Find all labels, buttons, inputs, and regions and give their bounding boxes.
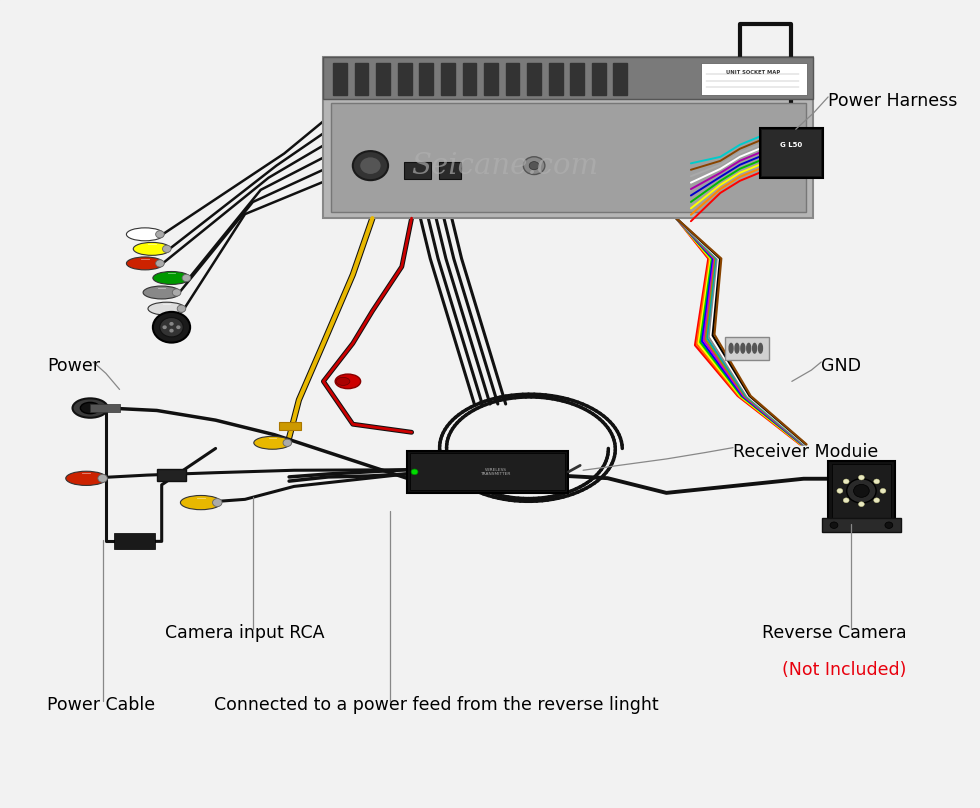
Bar bbox=[114, 533, 155, 549]
Ellipse shape bbox=[177, 305, 186, 313]
Ellipse shape bbox=[874, 479, 880, 484]
Bar bbox=[90, 404, 120, 412]
Ellipse shape bbox=[163, 326, 166, 328]
Ellipse shape bbox=[335, 374, 361, 389]
Bar bbox=[832, 464, 891, 518]
Ellipse shape bbox=[176, 326, 180, 328]
Bar bbox=[376, 63, 390, 95]
Ellipse shape bbox=[148, 302, 185, 315]
Bar bbox=[506, 63, 519, 95]
Bar bbox=[828, 461, 895, 521]
Ellipse shape bbox=[73, 398, 108, 418]
Bar bbox=[355, 63, 368, 95]
Ellipse shape bbox=[160, 318, 183, 337]
Bar bbox=[323, 57, 813, 218]
Bar bbox=[592, 63, 606, 95]
Bar bbox=[419, 63, 433, 95]
Ellipse shape bbox=[753, 343, 757, 353]
Ellipse shape bbox=[66, 471, 107, 486]
Text: G L50: G L50 bbox=[780, 142, 803, 148]
Ellipse shape bbox=[360, 157, 381, 175]
Ellipse shape bbox=[735, 343, 739, 353]
Ellipse shape bbox=[156, 231, 165, 238]
Ellipse shape bbox=[729, 343, 733, 353]
Bar bbox=[701, 63, 807, 95]
Ellipse shape bbox=[213, 499, 222, 507]
Bar bbox=[725, 337, 769, 360]
Ellipse shape bbox=[156, 260, 165, 267]
Ellipse shape bbox=[180, 495, 221, 510]
Ellipse shape bbox=[529, 162, 539, 170]
Bar bbox=[484, 63, 498, 95]
Bar bbox=[404, 162, 431, 179]
Bar bbox=[760, 128, 823, 178]
Ellipse shape bbox=[133, 242, 171, 255]
Text: Power Cable: Power Cable bbox=[47, 696, 155, 714]
Ellipse shape bbox=[880, 488, 886, 493]
Ellipse shape bbox=[254, 436, 291, 449]
Ellipse shape bbox=[283, 439, 292, 446]
Ellipse shape bbox=[854, 484, 869, 497]
Bar bbox=[407, 451, 568, 493]
Text: GND: GND bbox=[821, 357, 861, 375]
Bar bbox=[613, 63, 627, 95]
Text: WIRELESS
TRANSMITTER: WIRELESS TRANSMITTER bbox=[480, 468, 511, 476]
Ellipse shape bbox=[858, 475, 864, 480]
Ellipse shape bbox=[171, 322, 173, 325]
Ellipse shape bbox=[523, 157, 545, 175]
Ellipse shape bbox=[172, 289, 181, 297]
Bar bbox=[323, 57, 813, 99]
Ellipse shape bbox=[847, 478, 876, 503]
Bar bbox=[410, 453, 565, 490]
Ellipse shape bbox=[874, 498, 880, 503]
Bar bbox=[441, 63, 455, 95]
Bar bbox=[439, 162, 461, 179]
Ellipse shape bbox=[741, 343, 745, 353]
Ellipse shape bbox=[759, 343, 762, 353]
Ellipse shape bbox=[163, 246, 172, 252]
Bar bbox=[570, 63, 584, 95]
Ellipse shape bbox=[858, 502, 864, 507]
Ellipse shape bbox=[843, 498, 849, 503]
Bar bbox=[279, 422, 301, 430]
Text: Seicane.com: Seicane.com bbox=[412, 152, 598, 179]
Ellipse shape bbox=[143, 286, 180, 299]
Ellipse shape bbox=[182, 275, 191, 281]
Ellipse shape bbox=[126, 228, 164, 241]
Text: Reverse Camera: Reverse Camera bbox=[762, 624, 907, 642]
Text: (Not Included): (Not Included) bbox=[782, 661, 907, 679]
Ellipse shape bbox=[98, 474, 108, 482]
Ellipse shape bbox=[747, 343, 751, 353]
Text: Connected to a power feed from the reverse linght: Connected to a power feed from the rever… bbox=[214, 696, 659, 714]
Text: Camera input RCA: Camera input RCA bbox=[165, 624, 324, 642]
Text: UNIT SOCKET MAP: UNIT SOCKET MAP bbox=[726, 70, 781, 75]
Ellipse shape bbox=[153, 312, 190, 343]
Bar bbox=[116, 535, 153, 548]
Ellipse shape bbox=[171, 330, 173, 332]
Bar bbox=[331, 103, 806, 212]
Bar bbox=[463, 63, 476, 95]
Ellipse shape bbox=[837, 488, 843, 493]
Text: Power Harness: Power Harness bbox=[828, 92, 957, 110]
Bar bbox=[822, 518, 901, 532]
Bar bbox=[157, 469, 186, 481]
Ellipse shape bbox=[126, 257, 164, 270]
Ellipse shape bbox=[80, 402, 100, 414]
Ellipse shape bbox=[830, 522, 838, 528]
Text: Receiver Moduie: Receiver Moduie bbox=[733, 443, 878, 461]
Ellipse shape bbox=[843, 479, 849, 484]
Ellipse shape bbox=[412, 469, 417, 474]
Bar bbox=[549, 63, 563, 95]
Ellipse shape bbox=[885, 522, 893, 528]
Ellipse shape bbox=[353, 151, 388, 180]
Bar bbox=[761, 129, 821, 176]
Bar bbox=[398, 63, 412, 95]
Bar bbox=[333, 63, 347, 95]
Ellipse shape bbox=[336, 377, 350, 385]
Text: Power: Power bbox=[47, 357, 100, 375]
Bar bbox=[527, 63, 541, 95]
Ellipse shape bbox=[153, 271, 190, 284]
